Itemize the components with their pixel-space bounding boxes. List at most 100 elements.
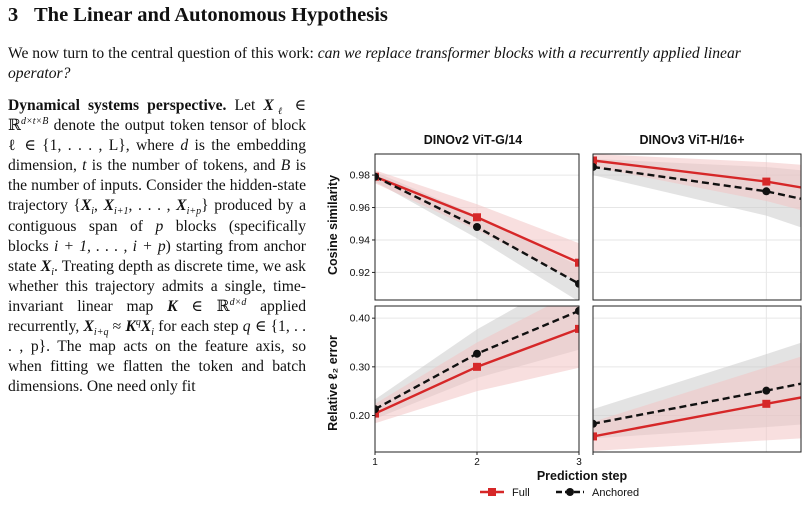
point-anchored <box>375 172 379 181</box>
math-sup: q <box>135 316 141 328</box>
y-tick-label: 0.92 <box>350 267 371 279</box>
math-sub: i <box>91 206 95 218</box>
panel-plot <box>375 306 579 424</box>
figure: DINOv2 ViT-G/14 DINOv3 ViT-H/16+ Cosine … <box>326 133 802 499</box>
paragraph-lead: Dynamical systems perspective. <box>8 97 227 114</box>
text-run: applied recurrently, <box>8 297 307 336</box>
point-full <box>575 258 579 267</box>
math-var: B <box>280 157 291 175</box>
math-sub: i+1 <box>113 206 129 218</box>
text-run: for each step <box>154 318 243 336</box>
y-tick-label: 0.20 <box>350 410 371 422</box>
math-var: t <box>82 157 87 175</box>
math-x: X <box>103 197 114 215</box>
series-line-anchored <box>593 165 801 201</box>
point-full <box>473 213 481 222</box>
math-x: X <box>83 318 94 336</box>
y-tick-label: 0.96 <box>350 202 371 214</box>
text-run: ∈ ℝ <box>177 297 230 315</box>
point-anchored <box>473 223 481 231</box>
math-k: K <box>125 318 136 336</box>
math-x: X <box>40 257 52 275</box>
point-full <box>762 177 771 186</box>
math-sup: d×t×B <box>20 115 49 127</box>
x-tick-label: 3 <box>576 457 582 468</box>
math-var: d <box>180 137 189 155</box>
intro-question: can we replace transformer blocks with a… <box>8 45 741 82</box>
point-anchored <box>375 405 379 414</box>
text-run: ∈ ℝ <box>8 97 306 135</box>
section-number: 3 <box>8 4 19 26</box>
text-run: blocks (specifically blocks <box>8 217 306 255</box>
section-heading: 3 The Linear and Autonomous Hypothesis <box>8 4 388 27</box>
legend-full-label: Full <box>512 487 530 499</box>
column-title-dinov3: DINOv3 ViT-H/16+ <box>639 133 744 147</box>
x-tick-label: 2 <box>474 457 480 468</box>
point-anchored <box>575 279 579 288</box>
math-sub: i+p <box>186 206 202 218</box>
math-sub: i <box>151 327 155 339</box>
legend-anchored-marker <box>566 488 574 496</box>
text-run: ∈ {1, . . . , p}. The map acts on the fe… <box>8 318 306 396</box>
intro-paragraph: We now turn to the central question of t… <box>8 44 803 84</box>
math-range: i + 1, . . . , i + p <box>53 237 166 255</box>
point-full <box>375 409 379 418</box>
y-tick-label: 0.40 <box>350 313 371 325</box>
math-sub: i+q <box>93 327 109 339</box>
section-title: The Linear and Autonomous Hypothesis <box>34 4 388 26</box>
text-run: ) starting from anchor state <box>8 237 306 275</box>
point-anchored <box>593 419 597 428</box>
text-run: . Treating depth as discrete time, we as… <box>8 257 306 315</box>
legend-full-marker <box>488 488 496 496</box>
text-run: Let <box>234 97 264 114</box>
point-full <box>575 324 579 333</box>
text-run: } produced by a contiguous span of <box>8 197 307 235</box>
point-anchored <box>762 386 771 395</box>
y-tick-label: 0.98 <box>350 170 371 182</box>
math-var: p <box>155 217 164 235</box>
column-title-dinov2: DINOv2 ViT-G/14 <box>424 133 522 147</box>
math-x: X <box>263 97 274 114</box>
legend: Full Anchored <box>480 487 639 499</box>
panel-plot <box>375 170 579 300</box>
panel-plot <box>593 154 801 228</box>
xlabel: Prediction step <box>537 469 628 483</box>
point-full <box>593 432 597 441</box>
panel-0: 0.98 0.96 0.94 0.92 <box>350 153 580 301</box>
text-run: , <box>94 197 104 215</box>
y-tick-label: 0.94 <box>350 234 371 246</box>
text-run: is the number of tokens, and <box>86 157 281 175</box>
panel-plot <box>593 342 801 452</box>
point-anchored <box>575 306 579 315</box>
math-sup: d×d <box>229 296 247 308</box>
point-full <box>593 156 597 165</box>
point-full <box>762 399 771 408</box>
intro-text: We now turn to the central question of t… <box>8 45 318 62</box>
math-x: X <box>140 318 152 336</box>
panel-frame <box>592 305 802 453</box>
math-k: K <box>167 297 178 315</box>
math-sub: i <box>51 266 54 278</box>
panel-1 <box>592 153 802 301</box>
math-x: X <box>80 197 92 215</box>
panel-2: 0.40 0.30 0.20 1 2 3 <box>350 305 582 468</box>
legend-anchored-label: Anchored <box>592 487 639 499</box>
panel-frame <box>592 153 802 301</box>
point-anchored <box>593 162 597 171</box>
panels: 0.98 0.96 0.94 0.92 0.40 0.30 0.20 1 2 3 <box>350 153 802 468</box>
column-titles: DINOv2 ViT-G/14 DINOv3 ViT-H/16+ <box>424 133 745 147</box>
point-anchored <box>762 187 771 196</box>
text-run: is the number of inputs. Consider the hi… <box>8 157 306 215</box>
math-x: X <box>176 197 187 215</box>
text-run: denote the output token tensor of block … <box>8 117 306 155</box>
math-sub: ℓ <box>273 106 287 118</box>
point-full <box>473 362 481 371</box>
text-run: ≈ <box>108 318 126 336</box>
ylabel-error: Relative ℓ₂ error <box>326 335 340 431</box>
point-anchored <box>473 349 481 358</box>
x-tick-label: 1 <box>372 457 378 468</box>
math-var: q <box>242 318 251 336</box>
ylabel-cosine: Cosine similarity <box>326 175 340 275</box>
text-run: , . . . , <box>128 197 177 215</box>
panel-frame <box>374 153 580 301</box>
